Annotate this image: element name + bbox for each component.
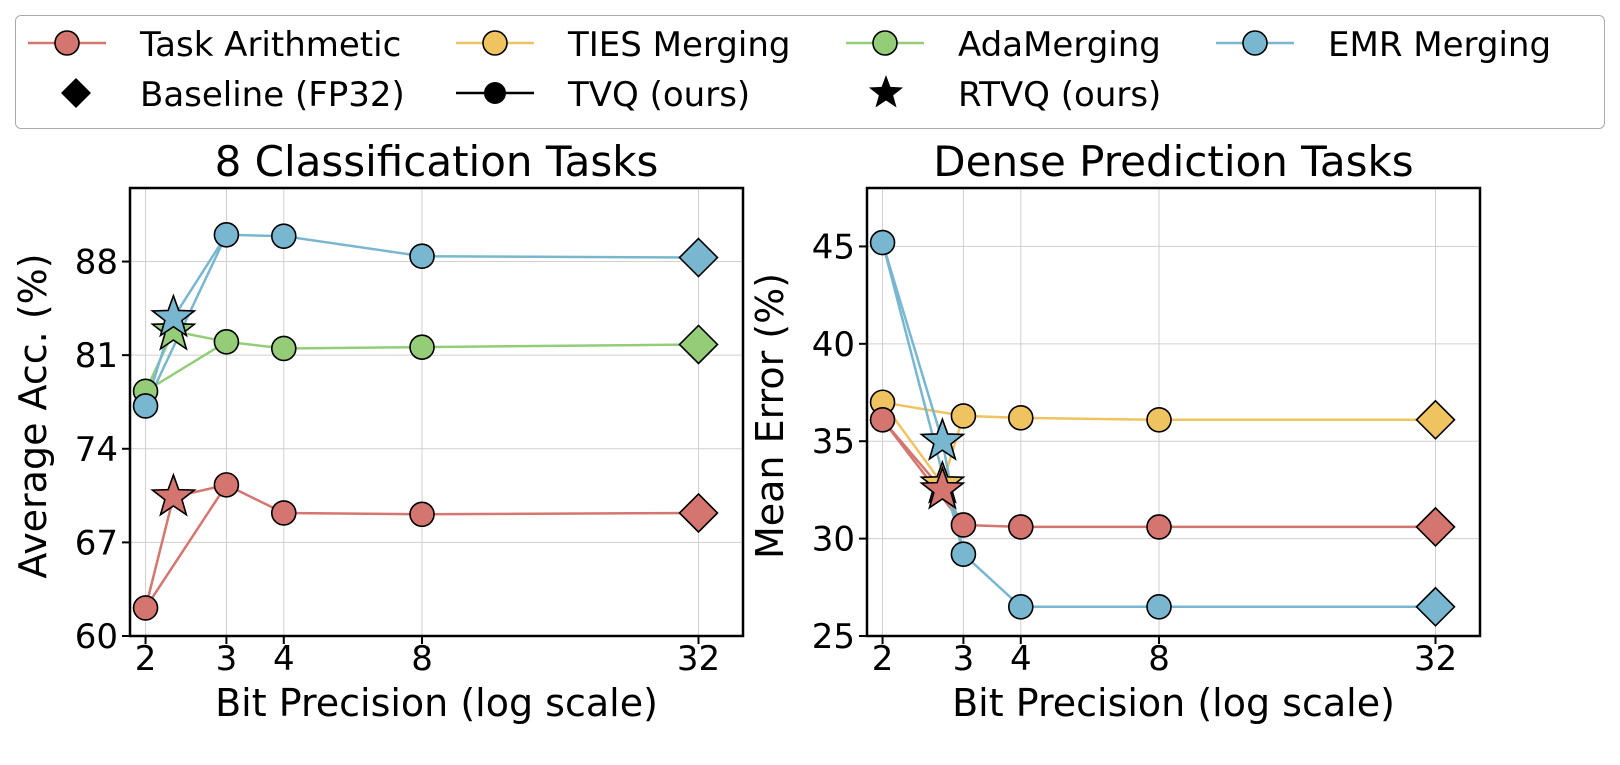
legend-swatch [1216,30,1294,56]
x-axis-label: Bit Precision (log scale) [952,681,1395,725]
y-axis-label: Mean Error (%) [748,273,792,559]
legend-marker [484,82,506,104]
baseline-marker [678,324,719,365]
data-point [409,334,435,360]
y-tick-label: 45 [812,227,855,267]
legend-swatch [28,30,106,56]
rtvq-connector [881,242,944,442]
x-tick-label: 3 [953,639,975,679]
data-point [1146,593,1172,620]
legend-label: Task Arithmetic [140,25,402,65]
baseline-marker [1415,399,1456,440]
x-axis-label: Bit Precision (log scale) [215,681,658,725]
legend-swatch [868,75,904,108]
data-point [1146,406,1172,433]
y-tick-label: 81 [75,336,118,376]
data-point [213,472,240,498]
data-point [409,243,435,270]
x-tick-label: 8 [1148,639,1170,679]
rtvq-marker [150,306,197,351]
chart-panel: 2 3 4 8 32 25 30 35 40 45 Dense Prediction Tasks Bi… [748,137,1482,725]
legend-marker [61,78,91,108]
y-axis-label: Average Acc. (%) [11,253,55,578]
legend-label: TIES Merging [568,25,791,65]
data-point [213,222,240,248]
data-point [950,512,977,538]
legend-swatch [61,78,91,108]
rtvq-marker [919,416,966,461]
data-point [213,328,240,355]
x-tick-label: 2 [135,639,157,679]
y-tick-label: 35 [812,422,855,462]
legend-swatch [456,82,534,104]
rtvq-marker [150,472,197,517]
chart-panel: 2 3 4 8 32 60 67 74 81 88 8 Classification Tasks Bi… [11,137,745,725]
x-tick-label: 4 [273,639,295,679]
y-tick-label: 67 [75,523,118,563]
x-tick-label: 8 [411,639,433,679]
rtvq-connector [172,234,228,319]
rtvq-marker [919,465,966,510]
data-point [270,223,297,249]
data-point [869,229,896,256]
legend-label: Baseline (FP32) [140,75,405,115]
data-point [950,403,977,429]
baseline-marker [678,492,719,534]
x-tick-label: 32 [677,639,720,679]
legend-swatch [456,30,534,56]
y-tick-label: 40 [812,325,855,365]
plot-frame [865,186,1482,638]
legend-marker [482,30,508,56]
y-tick-label: 88 [75,243,118,283]
chart-title: Dense Prediction Tasks [933,137,1413,186]
rtvq-marker [150,293,197,338]
data-point [1007,405,1034,431]
data-point [409,501,435,528]
y-tick-label: 60 [75,617,118,657]
x-tick-label: 2 [872,639,894,679]
legend-marker [54,30,80,56]
legend-marker [872,30,898,56]
legend-swatch [846,30,924,56]
rtvq-connector [144,496,175,609]
baseline-marker [678,237,719,278]
x-tick-label: 4 [1010,639,1032,679]
data-point [1007,593,1034,620]
y-tick-label: 74 [75,430,118,470]
data-point [950,541,977,567]
legend-marker [868,75,904,108]
legend-label: AdaMerging [958,25,1161,65]
legend: Task Arithmetic TIES Merging AdaMerging EMR… [15,15,1605,129]
baseline-marker [1415,506,1456,548]
x-tick-label: 3 [216,639,238,679]
data-point [270,335,297,362]
data-point [869,406,896,433]
legend-marker [1242,30,1268,56]
y-tick-label: 25 [812,617,855,657]
chart-title: 8 Classification Tasks [215,137,659,186]
legend-label: EMR Merging [1328,25,1552,65]
y-tick-label: 30 [812,520,855,560]
baseline-marker [1415,586,1456,627]
data-point [1146,514,1172,540]
data-point [132,595,159,621]
legend-label: RTVQ (ours) [958,75,1162,115]
data-point [1007,514,1034,540]
data-point [132,393,159,419]
legend-label: TVQ (ours) [568,75,751,115]
plot-frame [128,186,745,638]
data-point [270,500,297,526]
x-tick-label: 32 [1414,639,1457,679]
